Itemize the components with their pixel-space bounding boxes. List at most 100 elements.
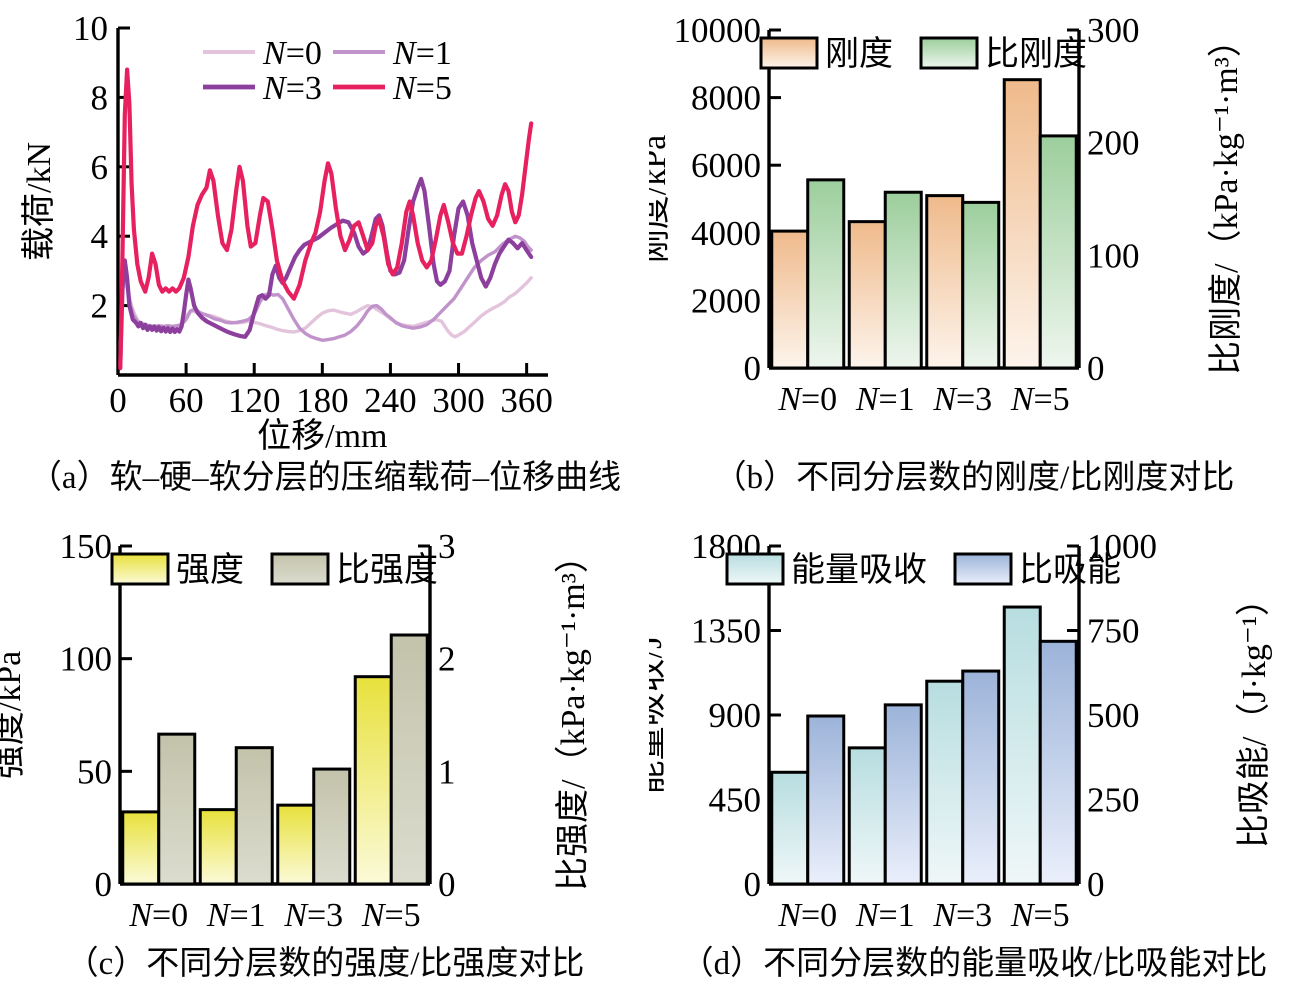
category-label: N=0 xyxy=(128,897,188,934)
bar-强度-N=3 xyxy=(276,803,316,886)
right-tick-label: 3 xyxy=(438,527,456,566)
legend: 能量吸收 比吸能 xyxy=(725,551,1121,589)
right-axis-label: 比吸能/（J·kg⁻¹） xyxy=(1235,582,1273,848)
bar-刚度-N=5 xyxy=(1002,78,1042,370)
panel-b-chart: 0 2000 4000 6000 8000 10000 0 100 200 300 刚度/kPa 比刚… xyxy=(635,11,1245,418)
right-axis-label: 比刚度/（kPa·kg⁻¹·m³） xyxy=(1207,23,1245,375)
y-axis-label: 载荷/kN xyxy=(20,142,58,261)
legend-swatch-强度 xyxy=(110,552,170,586)
category-label: N=3 xyxy=(932,897,992,934)
line-N=1 xyxy=(118,234,533,360)
legend: 刚度 比刚度 xyxy=(759,35,1087,73)
x-tick-label: 180 xyxy=(296,381,349,420)
category-label: N=0 xyxy=(777,897,837,934)
category-label: N=5 xyxy=(361,897,421,934)
line-N=3 xyxy=(118,176,534,367)
legend-label: 刚度 xyxy=(825,35,893,73)
right-tick-label: 500 xyxy=(1087,696,1140,735)
bar-比强度-N=5 xyxy=(389,633,429,886)
legend-label: N=5 xyxy=(392,70,452,107)
panel-a: 2 4 6 8 10 0 60 120 180 240 300 360 位移/mm 载荷/kN N=0 N=1… xyxy=(0,0,650,460)
left-tick-label: 900 xyxy=(709,696,762,735)
bar-比刚度-N=3 xyxy=(961,200,1001,370)
bar-比吸能-N=0 xyxy=(806,714,846,886)
category-label: N=1 xyxy=(855,381,915,418)
axes: 0 2000 4000 6000 8000 10000 0 100 200 300 xyxy=(674,11,1140,388)
bar-比吸能-N=1 xyxy=(883,703,923,886)
caption-a: （a）软–硬–软分层的压缩载荷–位移曲线 xyxy=(28,460,622,496)
y-tick-label: 4 xyxy=(91,217,109,256)
left-tick-label: 150 xyxy=(60,527,113,566)
bar-强度-N=1 xyxy=(198,808,238,886)
x-tick-label: 300 xyxy=(432,381,485,420)
left-tick-label: 8000 xyxy=(691,79,761,118)
bar-比刚度-N=5 xyxy=(1038,134,1078,370)
bar-强度-N=5 xyxy=(353,675,393,886)
left-tick-label: 2000 xyxy=(691,281,761,320)
panel-a-chart: 2 4 6 8 10 0 60 120 180 240 300 360 位移/mm 载荷/kN N=0 N=1… xyxy=(20,9,553,455)
right-axis-label: 比强度/（kPa·kg⁻¹·m³） xyxy=(554,539,592,891)
legend-label: N=3 xyxy=(262,70,322,107)
bars xyxy=(770,78,1078,370)
line-N=5 xyxy=(118,67,534,371)
right-tick-label: 1 xyxy=(438,752,456,791)
right-tick-label: 0 xyxy=(1087,349,1105,388)
panel-b: 0 2000 4000 6000 8000 10000 0 100 200 300 刚度/kPa 比刚… xyxy=(635,0,1299,460)
bar-能量吸收-N=5 xyxy=(1002,605,1042,886)
right-tick-label: 750 xyxy=(1087,612,1140,651)
left-tick-label: 450 xyxy=(709,781,762,820)
right-tick-label: 1000 xyxy=(1087,527,1157,566)
category-label: N=1 xyxy=(206,897,266,934)
left-tick-label: 100 xyxy=(60,640,113,679)
left-tick-label: 0 xyxy=(95,865,113,904)
bar-能量吸收-N=1 xyxy=(847,746,887,886)
right-tick-label: 0 xyxy=(1087,865,1105,904)
category-label: N=0 xyxy=(777,381,837,418)
legend-swatch-能量吸收 xyxy=(725,552,785,586)
legend-swatch-比刚度 xyxy=(919,36,979,70)
legend-label: 能量吸收 xyxy=(791,551,927,589)
bar-刚度-N=3 xyxy=(925,194,965,370)
left-tick-label: 1350 xyxy=(691,612,761,651)
right-tick-label: 100 xyxy=(1087,236,1140,275)
panel-c: 0 50 100 150 0 1 2 3 强度/kPa 比强度/（kPa·kg⁻¹·m³） N=0 N… xyxy=(0,520,650,945)
legend-label: 比强度 xyxy=(336,551,438,589)
bars xyxy=(121,633,429,886)
x-tick-label: 360 xyxy=(500,381,553,420)
caption-c: （c）不同分层数的强度/比强度对比 xyxy=(65,946,585,981)
caption-d: （d）不同分层数的能量吸收/比吸能对比 xyxy=(680,946,1268,981)
bar-强度-N=0 xyxy=(121,810,161,886)
bar-比强度-N=3 xyxy=(312,767,352,886)
left-axis-label: 能量吸收/J xyxy=(649,636,669,795)
left-tick-label: 0 xyxy=(744,349,762,388)
bar-比吸能-N=5 xyxy=(1038,639,1078,886)
x-axis-label: 位移/mm xyxy=(257,417,387,455)
legend-label: N=0 xyxy=(262,35,322,72)
bar-比刚度-N=0 xyxy=(806,178,846,370)
left-axis-label: 刚度/kPa xyxy=(649,135,673,263)
y-tick-label: 10 xyxy=(73,9,108,48)
legend-swatch-比强度 xyxy=(270,552,330,586)
left-tick-label: 50 xyxy=(77,752,112,791)
x-tick-label: 0 xyxy=(109,381,127,420)
right-tick-label: 2 xyxy=(438,640,456,679)
right-tick-label: 0 xyxy=(438,865,456,904)
y-tick-label: 2 xyxy=(91,287,109,326)
axes: 2 4 6 8 10 0 60 120 180 240 300 360 xyxy=(73,9,553,420)
legend-label: 比刚度 xyxy=(985,35,1087,73)
bar-比刚度-N=1 xyxy=(883,190,923,370)
right-tick-label: 250 xyxy=(1087,781,1140,820)
left-tick-label: 4000 xyxy=(691,214,761,253)
legend-label: 比吸能 xyxy=(1019,551,1121,589)
bar-比强度-N=1 xyxy=(234,746,274,886)
bar-刚度-N=1 xyxy=(847,220,887,370)
panel-d: 0 450 900 1350 1800 0 250 500 750 1000 能量吸收/J 比吸能/（… xyxy=(631,520,1299,945)
legend: N=0 N=1 N=3 N=5 xyxy=(203,35,452,107)
left-axis-label: 强度/kPa xyxy=(0,651,28,779)
legend-swatch-刚度 xyxy=(759,36,819,70)
x-tick-label: 120 xyxy=(228,381,281,420)
right-tick-label: 200 xyxy=(1087,124,1140,163)
legend: 强度 比强度 xyxy=(110,551,438,589)
left-tick-label: 0 xyxy=(744,865,762,904)
